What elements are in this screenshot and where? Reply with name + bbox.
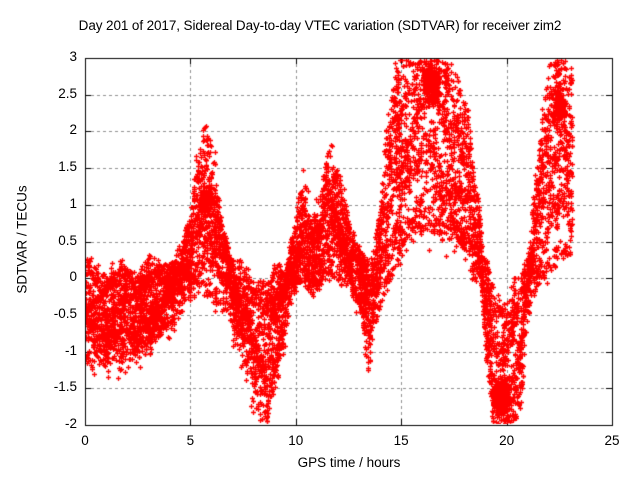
x-tick-label: 25 xyxy=(604,433,620,448)
x-tick-label: 5 xyxy=(186,433,195,448)
x-tick-label: 0 xyxy=(81,433,89,448)
x-tick-label: 10 xyxy=(288,433,304,448)
y-tick-label: -0.5 xyxy=(53,305,77,321)
y-tick-label: 2 xyxy=(69,122,77,138)
y-tick-label: 0.5 xyxy=(58,232,77,248)
x-tick-label: 15 xyxy=(393,433,409,448)
y-tick-label: -2 xyxy=(64,416,77,431)
y-tick-label: 2.5 xyxy=(58,85,77,101)
y-tick-label: -1 xyxy=(64,342,77,358)
x-tick-label: 20 xyxy=(499,433,515,448)
page-title: Day 201 of 2017, Sidereal Day-to-day VTE… xyxy=(78,18,562,33)
y-tick-label: 0 xyxy=(69,269,77,285)
y-tick-label: -1.5 xyxy=(53,379,77,395)
y-tick-label: 3 xyxy=(69,49,77,64)
y-tick-label: 1.5 xyxy=(58,159,77,175)
x-axis-label: GPS time / hours xyxy=(297,455,401,470)
y-tick-label: 1 xyxy=(69,195,77,211)
